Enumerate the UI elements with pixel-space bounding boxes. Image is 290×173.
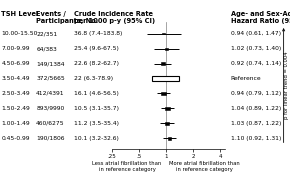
Text: 1.00-1.49: 1.00-1.49 bbox=[1, 121, 30, 126]
Text: 0.45-0.99: 0.45-0.99 bbox=[1, 136, 30, 141]
Bar bbox=[161, 92, 166, 95]
Text: Reference: Reference bbox=[231, 76, 261, 81]
Text: 25.4 (9.6-67.5): 25.4 (9.6-67.5) bbox=[74, 46, 119, 51]
Text: 0.92 (0.74, 1.14): 0.92 (0.74, 1.14) bbox=[231, 61, 281, 66]
Text: 1.10 (0.92, 1.31): 1.10 (0.92, 1.31) bbox=[231, 136, 281, 141]
Text: 2.50-3.49: 2.50-3.49 bbox=[1, 91, 30, 96]
Text: 1.03 (0.87, 1.22): 1.03 (0.87, 1.22) bbox=[231, 121, 281, 126]
Text: TSH Level: TSH Level bbox=[1, 11, 39, 17]
Text: 11.2 (3.5-35.4): 11.2 (3.5-35.4) bbox=[74, 121, 119, 126]
Text: 190/1806: 190/1806 bbox=[36, 136, 65, 141]
Bar bbox=[165, 107, 170, 110]
Text: 10.5 (3.1-35.7): 10.5 (3.1-35.7) bbox=[74, 106, 119, 111]
Text: Crude Incidence Rate
per 1000 p-y (95% CI): Crude Incidence Rate per 1000 p-y (95% C… bbox=[74, 11, 155, 24]
Text: 4.50-6.99: 4.50-6.99 bbox=[1, 61, 30, 66]
Bar bbox=[165, 48, 168, 49]
Text: 10.1 (3.2-32.6): 10.1 (3.2-32.6) bbox=[74, 136, 119, 141]
Text: 149/1384: 149/1384 bbox=[36, 61, 65, 66]
Text: 893/9990: 893/9990 bbox=[36, 106, 64, 111]
Text: 412/4391: 412/4391 bbox=[36, 91, 65, 96]
Text: 372/5665: 372/5665 bbox=[36, 76, 65, 81]
Text: 36.8 (7.4-183.8): 36.8 (7.4-183.8) bbox=[74, 31, 122, 36]
Text: 16.1 (4.6-56.5): 16.1 (4.6-56.5) bbox=[74, 91, 119, 96]
Text: Age- and Sex-Adjusted
Hazard Ratio (95% CI): Age- and Sex-Adjusted Hazard Ratio (95% … bbox=[231, 11, 290, 24]
Bar bbox=[168, 137, 171, 140]
Text: 10.00-15.50: 10.00-15.50 bbox=[1, 31, 38, 36]
Bar bbox=[152, 76, 180, 81]
Text: More atrial fibrillation than
in reference category: More atrial fibrillation than in referen… bbox=[169, 161, 240, 172]
Text: 1.04 (0.89, 1.22): 1.04 (0.89, 1.22) bbox=[231, 106, 281, 111]
Bar bbox=[161, 62, 164, 65]
Text: 22/351: 22/351 bbox=[36, 31, 57, 36]
Text: 0.94 (0.61, 1.47): 0.94 (0.61, 1.47) bbox=[231, 31, 281, 36]
Text: Events /
Participants, No.: Events / Participants, No. bbox=[36, 11, 99, 24]
Text: 460/6275: 460/6275 bbox=[36, 121, 65, 126]
Text: 64/383: 64/383 bbox=[36, 46, 57, 51]
Text: 22.6 (8.2-62.7): 22.6 (8.2-62.7) bbox=[74, 61, 119, 66]
Text: 0.94 (0.79, 1.12): 0.94 (0.79, 1.12) bbox=[231, 91, 281, 96]
Text: 22 (6.3-78.9): 22 (6.3-78.9) bbox=[74, 76, 113, 81]
Text: p for linear trend = 0.004: p for linear trend = 0.004 bbox=[284, 51, 289, 119]
Bar bbox=[162, 33, 165, 34]
Text: 7.00-9.99: 7.00-9.99 bbox=[1, 46, 30, 51]
Text: 3.50-4.49: 3.50-4.49 bbox=[1, 76, 30, 81]
Bar bbox=[165, 122, 169, 125]
Text: 1.02 (0.73, 1.40): 1.02 (0.73, 1.40) bbox=[231, 46, 281, 51]
Text: Less atrial fibrillation than
in reference category: Less atrial fibrillation than in referen… bbox=[93, 161, 162, 172]
Text: 1.50-2.49: 1.50-2.49 bbox=[1, 106, 30, 111]
